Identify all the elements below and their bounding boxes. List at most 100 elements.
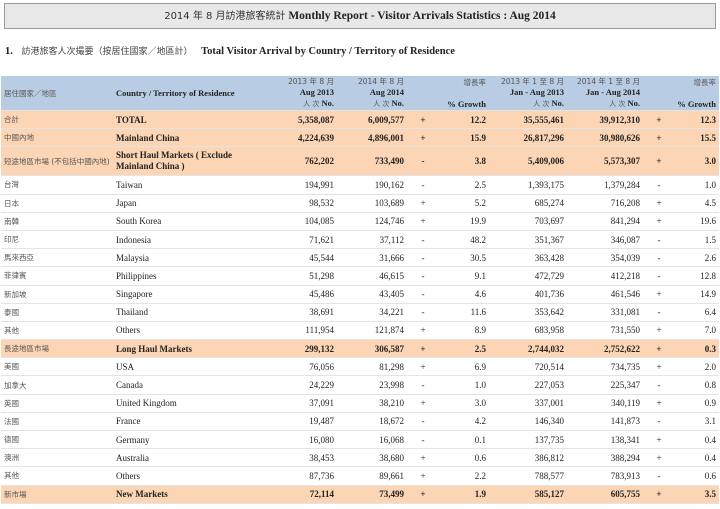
cell-ytd-growth: 0.6 (675, 466, 719, 486)
cell-ytd-sign: - (643, 230, 675, 250)
cell-ytd-2014: 331,081 (567, 303, 643, 322)
cell-region-en: Short Haul Markets ( Exclude Mainland Ch… (113, 146, 271, 177)
table-body: 合計 TOTAL 5,358,087 6,009,577 +12.2 35,555,461… (1, 110, 719, 504)
cell-ytd-sign: + (643, 485, 675, 504)
cell-ytd-2013: 137,735 (489, 430, 567, 450)
cell-aug-2013: 76,056 (271, 357, 337, 377)
cell-monthly-sign: + (407, 212, 439, 231)
report-title-zh: 2014 年 8 月訪港旅客統計 (164, 11, 286, 22)
cell-ytd-2014: 39,912,310 (567, 110, 643, 130)
table-row: 短途地區市場 (不包括中國內地) Short Haul Markets ( Exc… (1, 146, 719, 177)
cell-monthly-growth: 0.6 (439, 448, 489, 468)
report-title-en: Monthly Report - Visitor Arrivals Statis… (288, 10, 556, 22)
report-title-bar: 2014 年 8 月訪港旅客統計 Monthly Report - Visito… (4, 3, 716, 29)
cell-aug-2014: 16,068 (337, 430, 407, 450)
table-row: 其他 Others 87,736 89,661 +2.2 788,577 783,913-0… (1, 466, 719, 486)
cell-ytd-sign: + (643, 128, 675, 148)
cell-region-en: Others (113, 321, 271, 341)
cell-monthly-sign: + (407, 394, 439, 413)
cell-region-en: Indonesia (113, 230, 271, 250)
cell-region-zh: 法國 (1, 412, 113, 432)
cell-region-en: Taiwan (113, 175, 271, 195)
cell-monthly-sign: - (407, 248, 439, 268)
cell-ytd-growth: 1.0 (675, 175, 719, 195)
table-row: 菲律賓 Philippines 51,298 46,615-9.1 472,729 412… (1, 266, 719, 286)
cell-ytd-growth: 0.8 (675, 375, 719, 395)
cell-region-zh: 南韓 (1, 212, 113, 231)
cell-region-en: Malaysia (113, 248, 271, 268)
cell-aug-2014: 121,874 (337, 321, 407, 341)
cell-aug-2013: 104,085 (271, 212, 337, 231)
cell-ytd-2013: 146,340 (489, 412, 567, 432)
cell-ytd-growth: 3.5 (675, 485, 719, 504)
table-row: 南韓 South Korea 104,085 124,746 +19.9 703,697 8… (1, 212, 719, 231)
cell-ytd-sign: + (643, 339, 675, 359)
cell-ytd-growth: 3.0 (675, 146, 719, 177)
cell-monthly-sign: + (407, 128, 439, 148)
cell-monthly-growth: 12.2 (439, 110, 489, 130)
cell-ytd-sign: - (643, 375, 675, 395)
cell-monthly-sign: + (407, 194, 439, 213)
cell-ytd-2013: 337,001 (489, 394, 567, 413)
cell-ytd-2014: 1,379,284 (567, 175, 643, 195)
cell-ytd-growth: 0.4 (675, 448, 719, 468)
table-row: 德國 Germany 16,080 16,068-0.1 137,735 138,341 +… (1, 430, 719, 450)
cell-ytd-2013: 401,736 (489, 285, 567, 304)
cell-region-zh: 德國 (1, 430, 113, 450)
cell-ytd-2014: 731,550 (567, 321, 643, 341)
cell-monthly-growth: 2.5 (439, 175, 489, 195)
cell-ytd-2013: 227,053 (489, 375, 567, 395)
cell-aug-2013: 24,229 (271, 375, 337, 395)
cell-monthly-sign: - (407, 285, 439, 304)
cell-aug-2014: 306,587 (337, 339, 407, 359)
table-row: 加拿大 Canada 24,229 23,998-1.0 227,053 225,347-… (1, 375, 719, 395)
cell-aug-2013: 19,487 (271, 412, 337, 432)
cell-ytd-growth: 2.0 (675, 357, 719, 377)
cell-ytd-growth: 14.9 (675, 285, 719, 304)
cell-region-zh: 長途地區市場 (1, 339, 113, 359)
table-row: 日本 Japan 98,532 103,689 +5.2 685,274 716,208 +4… (1, 194, 719, 213)
cell-ytd-2013: 703,697 (489, 212, 567, 231)
cell-ytd-2014: 346,087 (567, 230, 643, 250)
cell-region-zh: 加拿大 (1, 375, 113, 395)
cell-monthly-sign: - (407, 175, 439, 195)
cell-region-en: Germany (113, 430, 271, 450)
cell-ytd-2013: 5,409,006 (489, 146, 567, 177)
cell-monthly-sign: - (407, 266, 439, 286)
cell-ytd-2013: 720,514 (489, 357, 567, 377)
cell-region-zh: 馬來西亞 (1, 248, 113, 268)
cell-region-zh: 英國 (1, 394, 113, 413)
cell-ytd-growth: 19.6 (675, 212, 719, 231)
table-row: 長途地區市場 Long Haul Markets 299,132 306,587 +2.… (1, 339, 719, 359)
cell-aug-2013: 45,544 (271, 248, 337, 268)
cell-ytd-sign: + (643, 448, 675, 468)
cell-region-en: TOTAL (113, 110, 271, 130)
cell-monthly-growth: 0.1 (439, 430, 489, 450)
cell-aug-2013: 38,691 (271, 303, 337, 322)
cell-region-en: Thailand (113, 303, 271, 322)
table-header-row: 居住國家／地區 Country / Territory of Residence… (1, 76, 719, 111)
cell-ytd-growth: 7.0 (675, 321, 719, 341)
cell-ytd-growth: 4.5 (675, 194, 719, 213)
cell-monthly-growth: 9.1 (439, 266, 489, 286)
header-monthly-growth: 增長率 % Growth (407, 76, 489, 111)
table-row: 新加坡 Singapore 45,486 43,405-4.6 401,736 461,5… (1, 285, 719, 304)
cell-ytd-sign: + (643, 146, 675, 177)
table-row: 馬來西亞 Malaysia 45,544 31,666-30.5 363,428 354,… (1, 248, 719, 268)
cell-ytd-2014: 388,294 (567, 448, 643, 468)
cell-ytd-2014: 605,755 (567, 485, 643, 504)
cell-ytd-sign: - (643, 412, 675, 432)
table-row: 泰國 Thailand 38,691 34,221-11.6 353,642 331,08… (1, 303, 719, 322)
cell-aug-2014: 43,405 (337, 285, 407, 304)
table-row: 中國內地 Mainland China 4,224,639 4,896,001 +15.… (1, 128, 719, 148)
header-aug-2014: 2014 年 8 月 Aug 2014 人 次 No. (337, 76, 407, 111)
cell-aug-2014: 124,746 (337, 212, 407, 231)
cell-aug-2013: 71,621 (271, 230, 337, 250)
header-region-zh: 居住國家／地區 (1, 76, 113, 111)
cell-aug-2014: 18,672 (337, 412, 407, 432)
cell-ytd-2013: 685,274 (489, 194, 567, 213)
cell-monthly-growth: 8.9 (439, 321, 489, 341)
cell-region-zh: 新加坡 (1, 285, 113, 304)
cell-aug-2014: 733,490 (337, 146, 407, 177)
cell-region-en: Australia (113, 448, 271, 468)
